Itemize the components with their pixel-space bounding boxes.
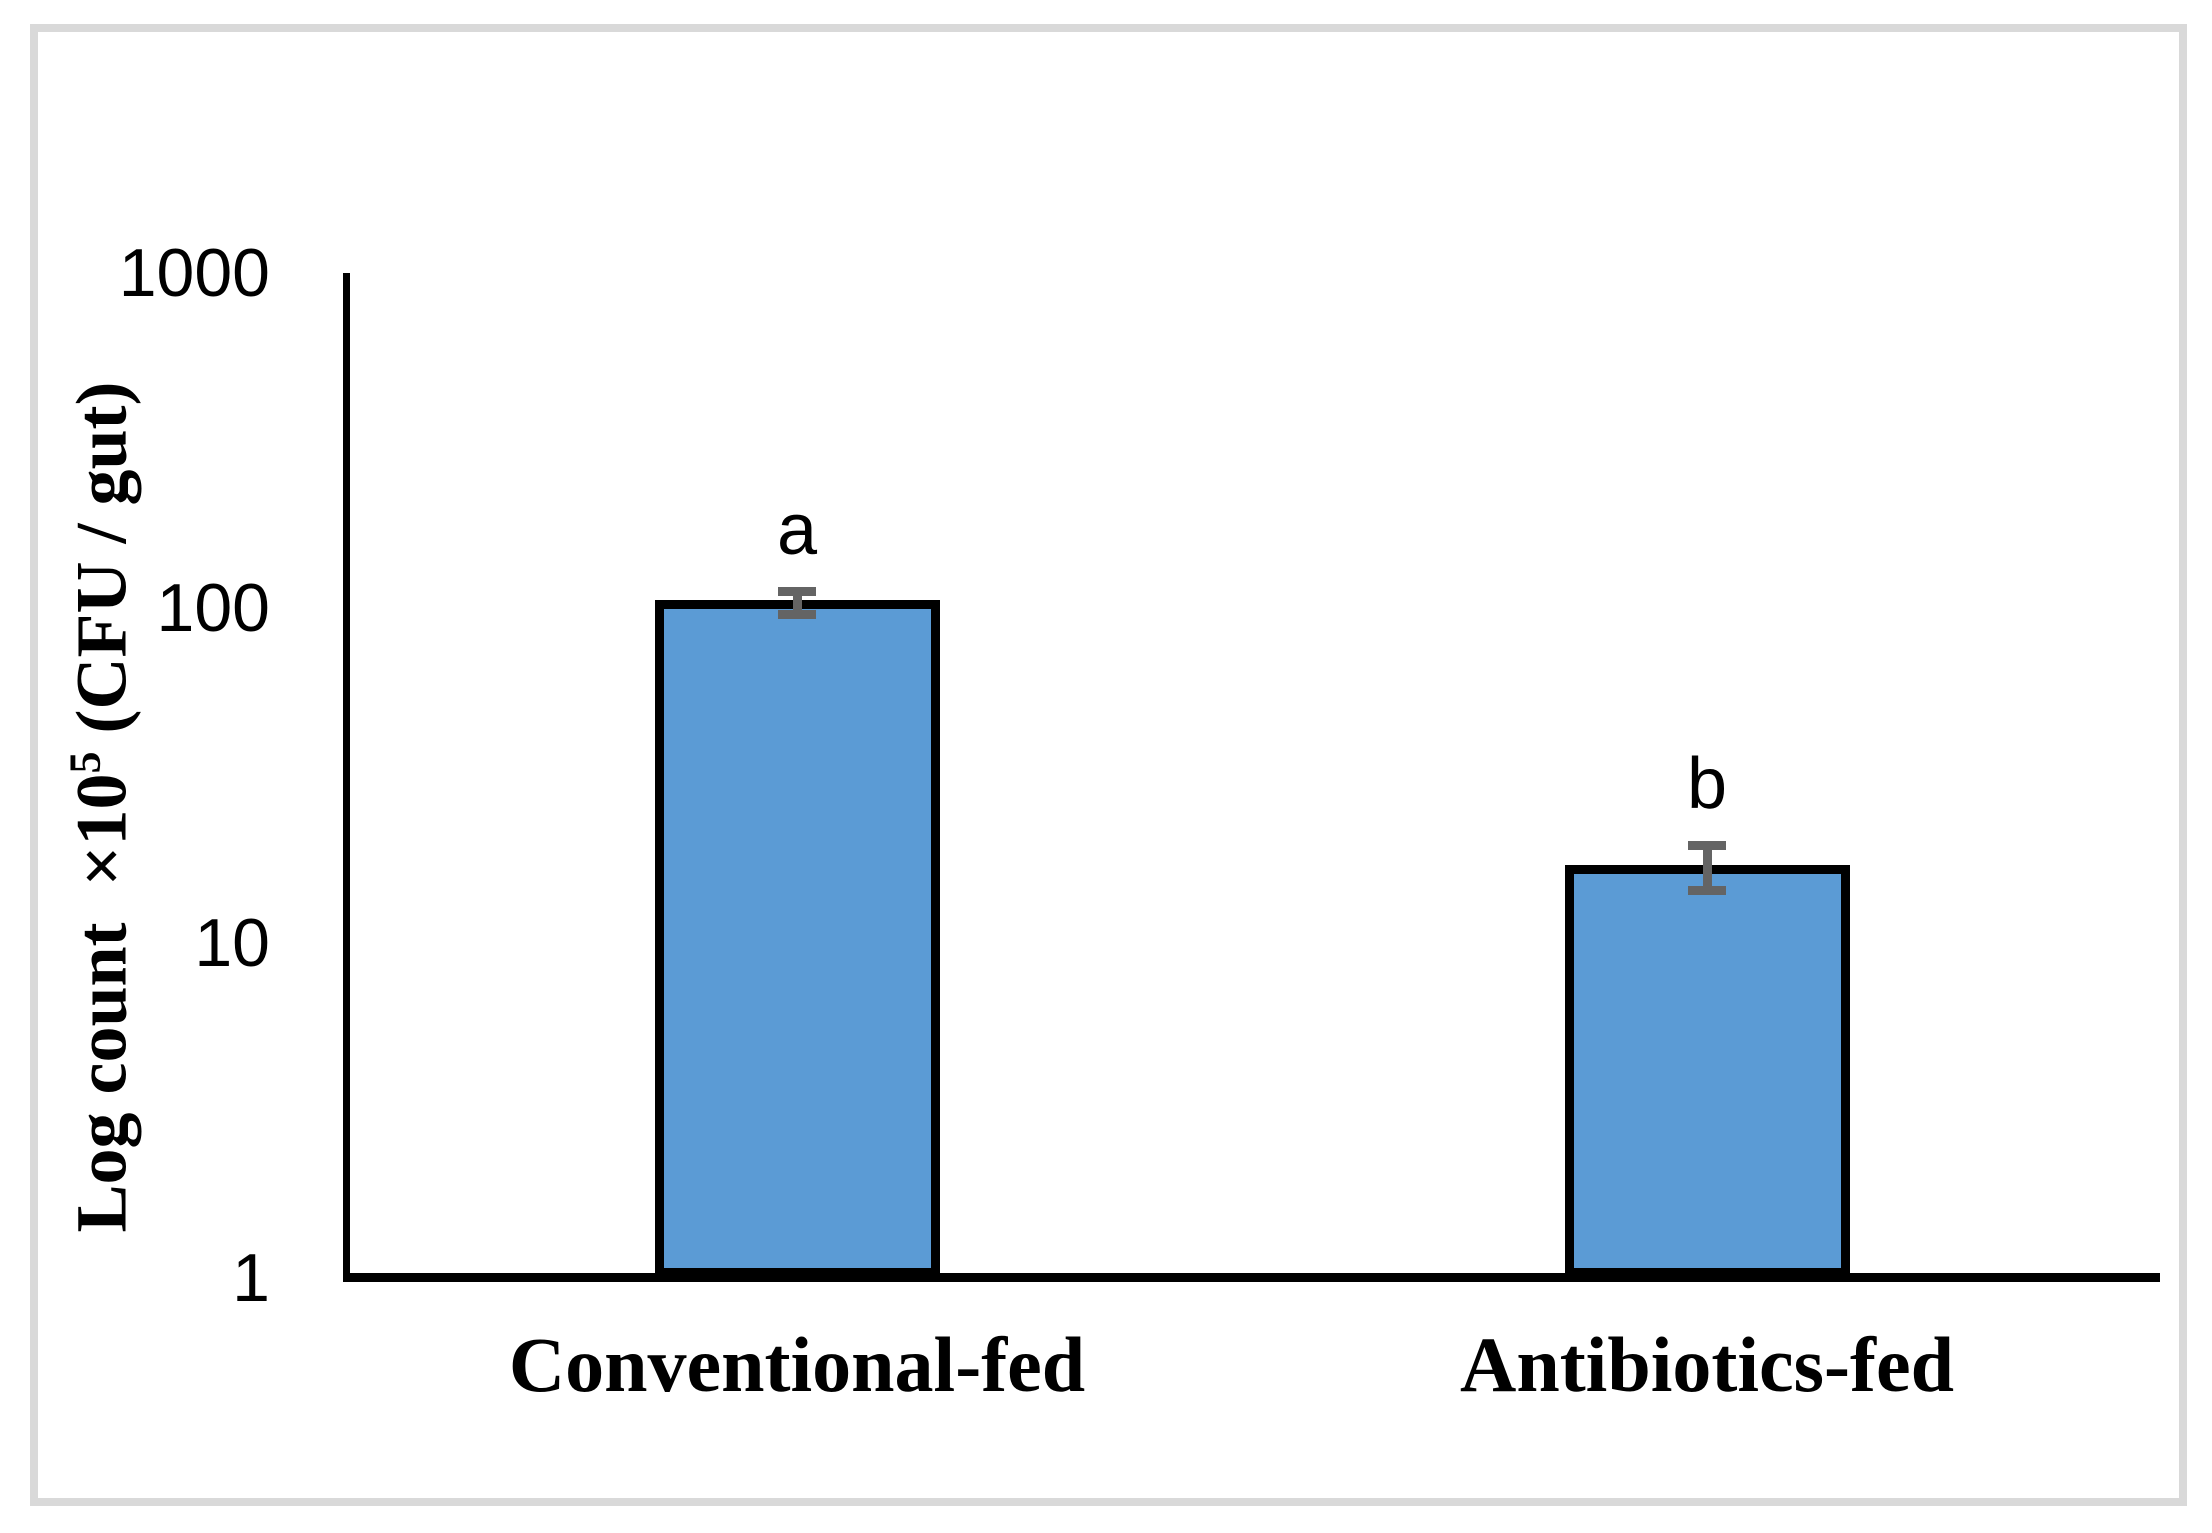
error-bar-bottom-cap: [1688, 885, 1726, 895]
error-bar-antibiotics-fed: [1688, 840, 1726, 895]
bar-conventional-fed: [654, 600, 940, 1277]
y-axis-title-prefix: Log count ×10: [61, 773, 142, 1233]
x-category-label-antibiotics-fed: Antibiotics-fed: [1460, 1321, 1954, 1408]
y-tick-label-10: 10: [194, 904, 270, 981]
bar-antibiotics-fed: [1564, 865, 1850, 1277]
y-axis-line: [343, 273, 350, 1282]
y-tick-label-100: 100: [156, 569, 270, 646]
y-axis-title-suffix: (CFU / gut): [61, 381, 142, 752]
error-bar-stem: [1702, 840, 1712, 895]
x-axis-line: [343, 1273, 2160, 1282]
significance-letter-b: b: [1686, 744, 1728, 825]
y-tick-label-1000: 1000: [118, 234, 270, 311]
error-bar-stem: [792, 586, 802, 620]
chart-outer-frame: [30, 24, 2187, 1506]
error-bar-top-cap: [1688, 840, 1726, 850]
error-bar-top-cap: [778, 586, 816, 596]
y-axis-title: Log count ×105 (CFU / gut): [61, 381, 144, 1232]
error-bar-bottom-cap: [778, 610, 816, 620]
y-axis-title-superscript: 5: [60, 751, 110, 774]
y-tick-label-1: 1: [232, 1239, 270, 1316]
significance-letter-a: a: [776, 490, 818, 570]
x-category-label-conventional-fed: Conventional-fed: [508, 1321, 1086, 1408]
error-bar-conventional-fed: [778, 586, 816, 620]
